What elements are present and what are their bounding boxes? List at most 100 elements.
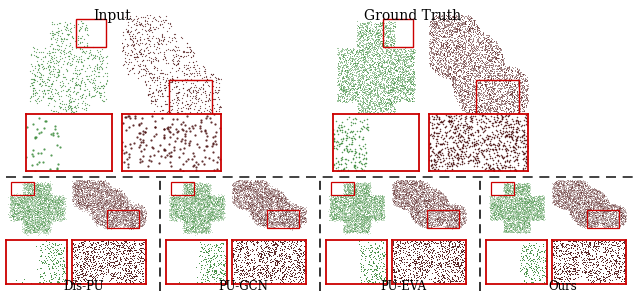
Point [514,230,524,235]
Point [463,38,474,42]
Point [570,216,580,221]
Point [68,99,79,103]
Point [512,125,522,130]
Point [353,24,363,28]
Point [291,215,301,220]
Point [437,201,447,206]
Point [379,198,389,203]
Point [38,230,49,235]
Point [445,219,455,224]
Point [367,103,377,108]
Point [42,201,52,206]
Point [600,200,611,205]
Point [367,32,377,36]
Point [515,182,525,186]
Point [237,186,248,191]
Point [44,122,54,127]
Point [106,250,116,255]
Point [163,46,173,51]
Point [408,181,419,185]
Point [477,70,487,75]
Point [459,156,469,161]
Point [10,208,20,213]
Point [203,206,213,210]
Point [284,217,294,222]
Point [174,98,184,103]
Point [602,208,612,213]
Point [371,263,381,268]
Point [100,200,111,205]
Point [333,205,344,210]
Point [429,191,440,196]
Point [197,100,207,105]
Point [396,202,406,206]
Point [460,20,470,25]
Point [200,111,210,116]
Point [452,58,462,63]
Point [425,196,435,201]
Point [390,23,400,28]
Point [485,212,495,217]
Point [183,219,193,224]
Point [273,188,284,193]
Point [260,181,270,186]
Point [445,65,455,70]
Point [102,77,112,82]
Point [255,201,266,206]
Point [360,258,371,263]
Point [383,82,394,87]
Point [262,191,273,196]
Point [108,273,118,278]
Point [401,69,412,74]
Point [52,213,62,218]
Point [110,193,120,198]
Point [566,208,577,213]
Point [348,186,358,190]
Point [369,112,380,117]
Point [231,191,241,196]
Point [99,220,109,225]
Point [12,202,22,207]
Point [286,221,296,226]
Point [419,265,429,270]
Point [497,126,508,131]
Point [605,268,616,272]
Point [330,196,340,200]
Point [360,125,370,130]
Point [453,67,463,72]
Point [376,277,387,281]
Point [134,21,144,26]
Point [113,206,124,211]
Point [360,201,371,206]
Point [428,187,438,192]
Point [521,228,531,232]
Point [471,73,481,78]
Point [465,19,475,24]
Point [432,121,442,126]
Point [620,252,630,257]
Point [538,199,548,204]
Point [216,208,226,212]
Point [383,104,394,109]
Point [448,63,458,68]
Point [73,189,83,194]
Point [486,99,496,103]
Point [587,195,597,200]
Point [341,208,351,212]
Point [477,40,488,44]
Point [371,40,381,44]
Point [509,184,519,189]
Point [418,195,428,200]
Point [394,65,404,70]
Point [524,262,534,267]
Point [490,51,500,56]
Point [490,80,500,85]
Point [124,208,134,213]
Point [27,186,37,190]
Point [58,255,68,260]
Point [334,64,344,68]
Point [597,190,607,195]
Point [449,217,460,221]
Point [593,213,604,218]
Point [45,210,55,215]
